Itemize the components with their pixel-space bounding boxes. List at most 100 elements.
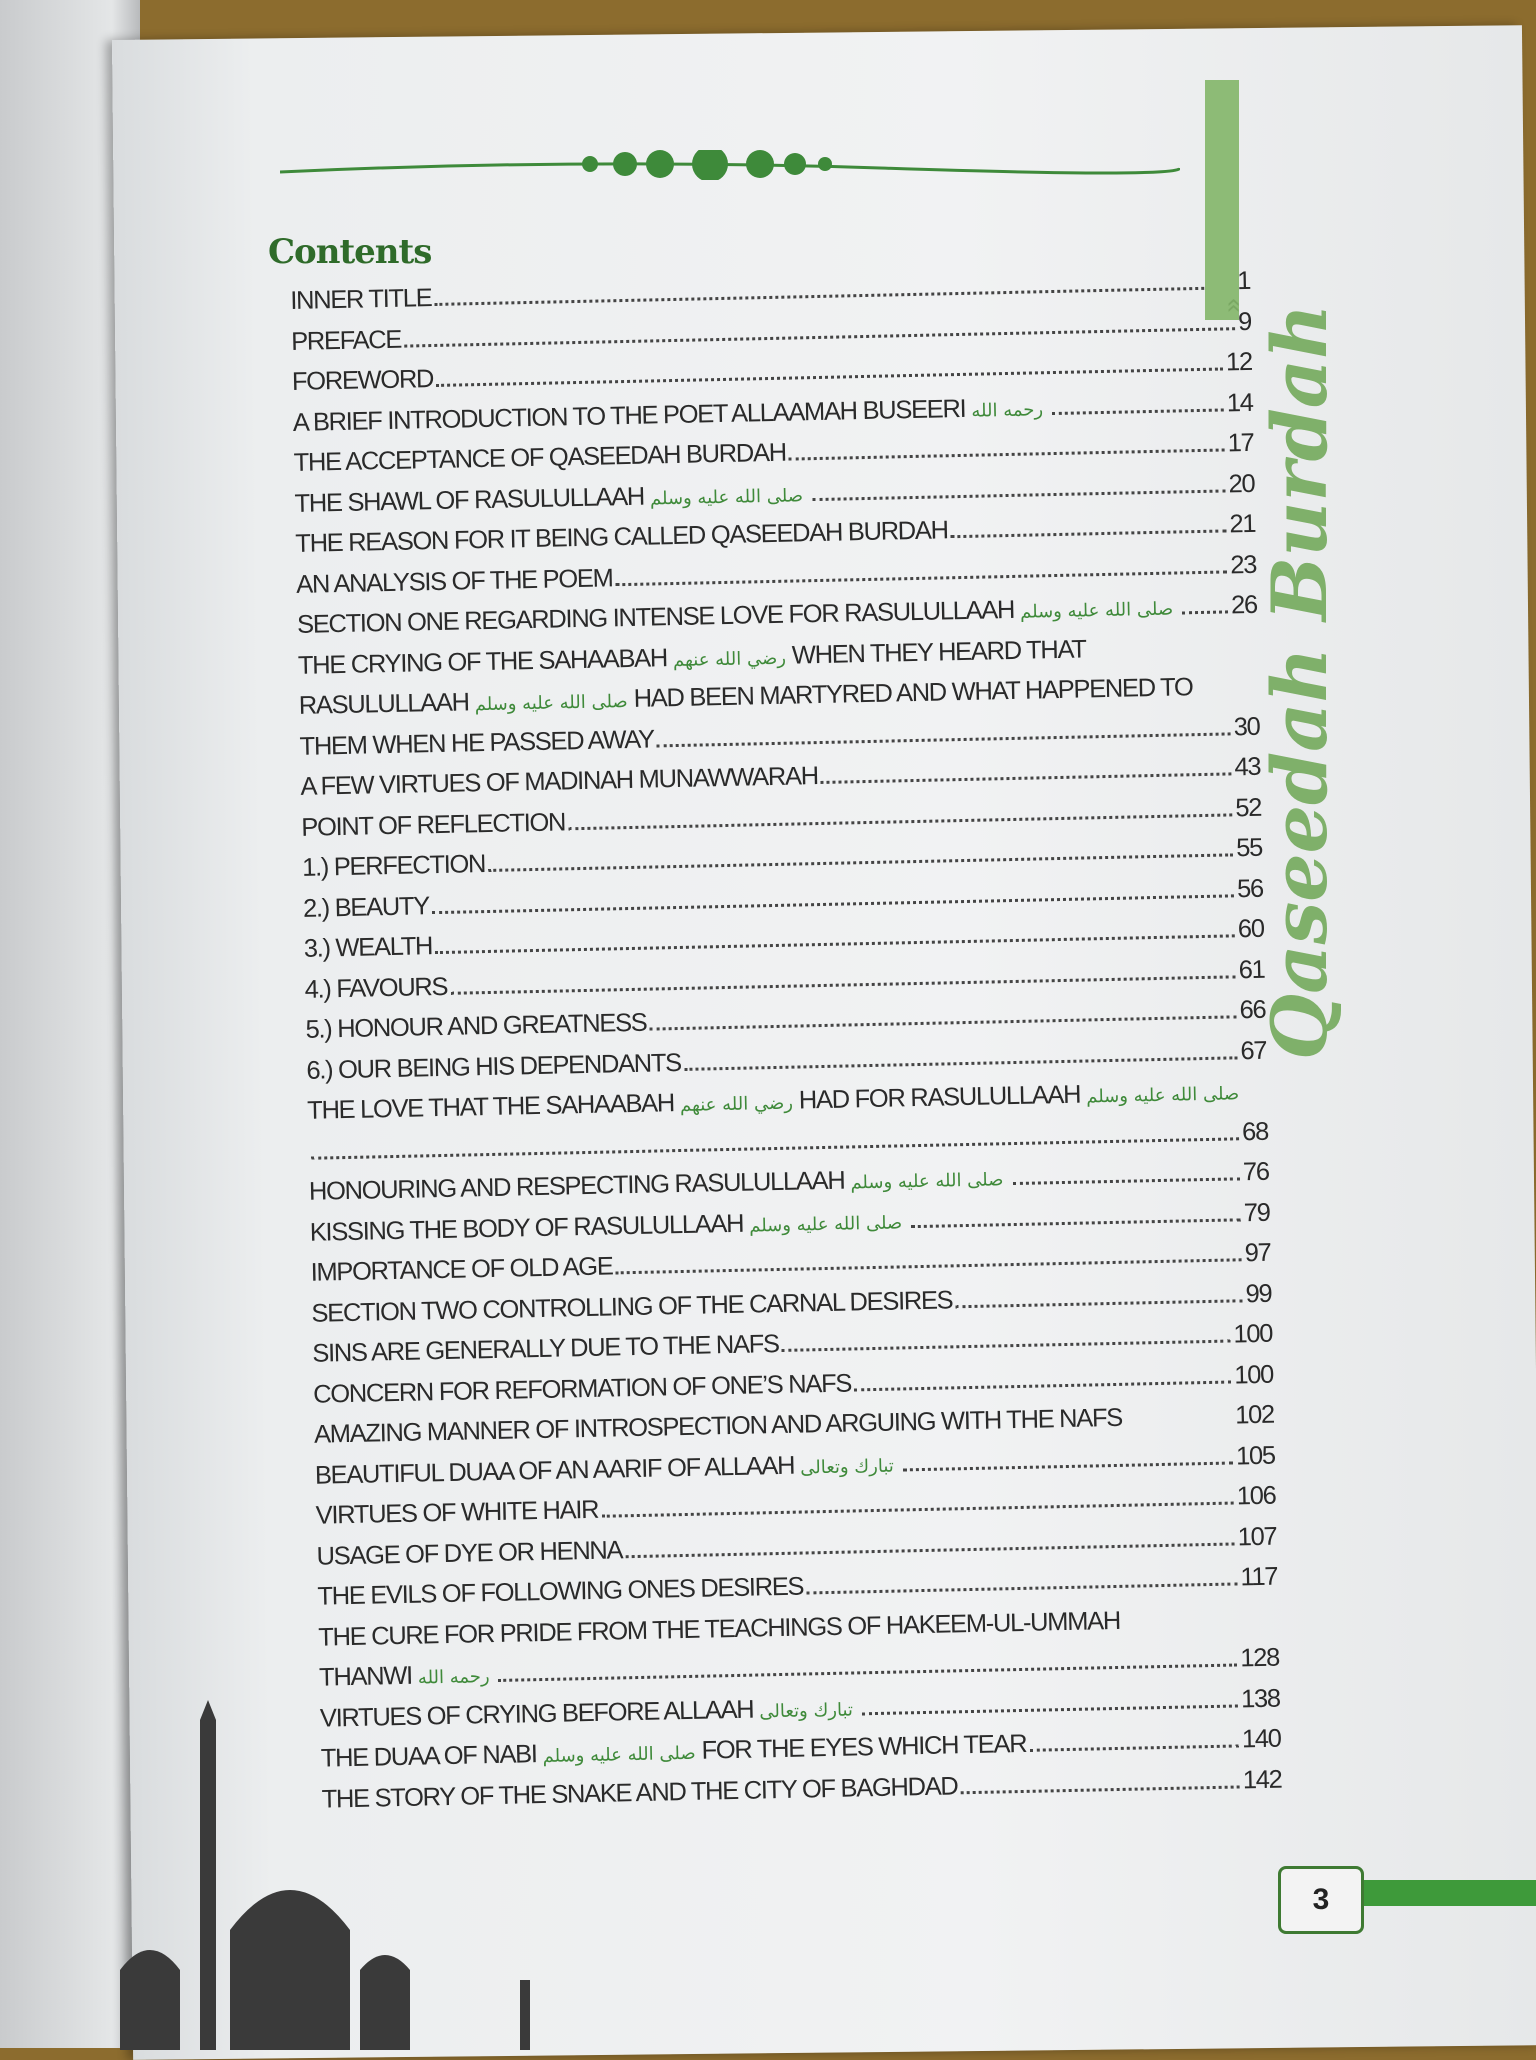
dot-leader <box>854 1380 1231 1391</box>
chevron-icon: « <box>1220 298 1251 312</box>
dot-leader <box>684 1056 1238 1071</box>
dot-leader <box>955 1299 1242 1308</box>
entry-title: VIRTUES OF WHITE HAIR <box>315 1496 598 1531</box>
entry-page-number: 79 <box>1244 1198 1270 1228</box>
dot-leader <box>782 1340 1231 1352</box>
dot-leader <box>625 1542 1235 1558</box>
entry-page-number: 99 <box>1245 1279 1271 1309</box>
entry-title: USAGE OF DYE OR HENNA <box>316 1536 622 1571</box>
entry-title: RASULULLAAH <box>298 688 469 721</box>
entry-title: 1.) PERFECTION <box>302 850 486 883</box>
dot-leader <box>657 732 1231 747</box>
dot-leader <box>436 367 1223 386</box>
side-color-bar <box>1205 80 1239 320</box>
entry-page-number: 20 <box>1228 469 1254 499</box>
entry-title: INNER TITLE <box>290 284 432 316</box>
entry-page-number: 97 <box>1244 1239 1270 1269</box>
dot-leader <box>435 934 1235 954</box>
page-number: 3 <box>1278 1866 1364 1934</box>
entry-page-number: 128 <box>1240 1644 1279 1674</box>
dot-leader <box>1052 408 1224 415</box>
entry-title: 3.) WEALTH <box>304 932 433 964</box>
honorific-calligraphy: رحمه الله <box>971 399 1043 421</box>
entry-page-number: 14 <box>1227 388 1253 418</box>
dot-leader <box>432 894 1234 914</box>
entry-title: POINT OF REFLECTION <box>301 808 565 843</box>
dot-leader <box>903 1461 1233 1471</box>
honorific-calligraphy: صلى الله عليه وسلم <box>1020 599 1173 623</box>
dot-leader <box>911 1218 1241 1228</box>
dot-leader <box>616 1258 1242 1274</box>
dot-leader <box>821 772 1232 784</box>
dot-leader <box>311 1137 1239 1159</box>
dot-leader <box>1012 1177 1240 1185</box>
entry-page-number: 17 <box>1227 429 1253 459</box>
entry-page-number: 23 <box>1230 550 1256 580</box>
dot-leader <box>488 853 1233 872</box>
dot-leader <box>1089 653 1255 656</box>
entry-title: 4.) FAVOURS <box>304 972 447 1004</box>
dot-leader <box>499 1663 1238 1681</box>
entry-page-number: 105 <box>1236 1441 1275 1471</box>
dot-leader <box>568 813 1232 830</box>
dot-leader <box>1196 694 1256 695</box>
dot-leader <box>404 327 1235 347</box>
honorific-calligraphy: تبارك وتعالى <box>759 1699 853 1722</box>
dot-leader <box>951 529 1227 538</box>
entry-page-number: 107 <box>1237 1522 1276 1552</box>
honorific-calligraphy: رحمه الله <box>418 1666 490 1688</box>
footer-bar <box>1360 1880 1536 1906</box>
entry-page-number: 76 <box>1243 1158 1269 1188</box>
entry-title: AN ANALYSIS OF THE POEM <box>296 564 613 600</box>
honorific-calligraphy: رضي الله عنهم <box>680 1093 793 1116</box>
entry-page-number: 138 <box>1241 1684 1280 1714</box>
entry-page-number: 12 <box>1226 348 1252 378</box>
entry-page-number: 100 <box>1233 1320 1272 1350</box>
dot-leader <box>1125 1424 1232 1426</box>
entry-title: IMPORTANCE OF OLD AGE <box>310 1252 612 1287</box>
entry-title: THANWI <box>319 1662 412 1693</box>
dot-leader <box>806 1582 1237 1594</box>
entry-title: FOR THE EYES WHICH TEAR <box>701 1730 1026 1766</box>
mosque-silhouette <box>120 1700 560 2050</box>
dot-leader <box>1123 1625 1275 1628</box>
entry-title: HAD FOR RASULULLAAH <box>799 1081 1081 1116</box>
entry-title: 5.) HONOUR AND GREATNESS <box>305 1009 647 1045</box>
dot-leader <box>812 489 1226 501</box>
entry-title: THEM WHEN HE PASSED AWAY <box>299 725 654 761</box>
dot-leader <box>862 1704 1238 1715</box>
honorific-calligraphy: رضي الله عنهم <box>673 647 786 670</box>
honorific-calligraphy: صلى الله عليه وسلم <box>850 1169 1003 1193</box>
entry-page-number: 102 <box>1235 1401 1274 1431</box>
entry-page-number: 142 <box>1243 1765 1282 1795</box>
honorific-calligraphy: تبارك وتعالى <box>800 1455 894 1478</box>
honorific-calligraphy: صلى الله عليه وسلم <box>1086 1083 1239 1107</box>
entry-page-number: 140 <box>1242 1725 1281 1755</box>
honorific-calligraphy: صلى الله عليه وسلم <box>475 691 628 715</box>
entry-title: THE SHAWL OF RASULULLAAH <box>294 482 644 518</box>
entry-title: PREFACE <box>291 325 402 356</box>
book-side-title: Qaseedah Burdah <box>1255 304 1344 1060</box>
dot-leader <box>434 286 1234 306</box>
dot-leader <box>601 1501 1234 1517</box>
dot-leader <box>650 1015 1237 1030</box>
entry-page-number: 106 <box>1237 1482 1276 1512</box>
dot-leader <box>1029 1744 1239 1751</box>
header-ornament <box>280 150 1180 180</box>
entry-title: 2.) BEAUTY <box>303 892 429 924</box>
honorific-calligraphy: صلى الله عليه وسلم <box>542 1743 695 1767</box>
entry-page-number: 26 <box>1231 591 1257 621</box>
page-title: Contents <box>268 232 431 272</box>
dot-leader <box>1182 610 1228 614</box>
entry-title: WHEN THEY HEARD THAT <box>792 635 1086 670</box>
entry-page-number: 100 <box>1234 1360 1273 1390</box>
entry-title: FOREWORD <box>292 365 434 397</box>
dot-leader <box>616 570 1228 586</box>
entry-page-number: 117 <box>1240 1563 1277 1593</box>
entry-page-number: 68 <box>1242 1117 1268 1147</box>
honorific-calligraphy: صلى الله عليه وسلم <box>749 1212 902 1236</box>
dot-leader <box>450 975 1236 994</box>
entry-page-number: 21 <box>1229 510 1255 540</box>
dot-leader <box>961 1785 1240 1794</box>
